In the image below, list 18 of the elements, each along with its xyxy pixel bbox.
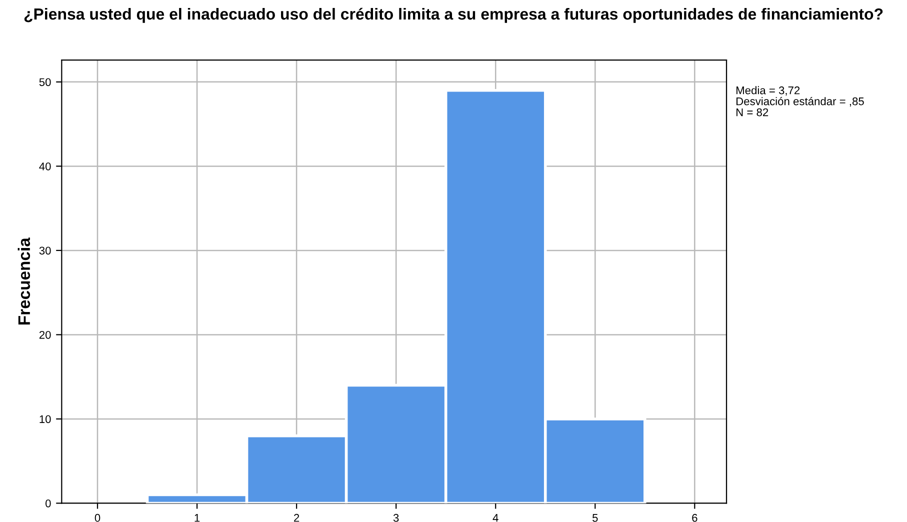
y-tick-label: 10 <box>40 415 51 424</box>
x-tick-label: 1 <box>194 514 200 522</box>
x-tick-label: 4 <box>492 514 498 522</box>
y-tick-label: 30 <box>39 246 51 255</box>
y-tick-label: 20 <box>39 330 51 339</box>
x-tick-label: 2 <box>294 514 300 522</box>
x-tick-label: 3 <box>393 514 399 522</box>
x-tick-label: 6 <box>692 514 698 522</box>
text: Media = 3,72 <box>736 86 800 96</box>
x-tick-label: 0 <box>94 514 100 522</box>
x-tick-label: 5 <box>592 514 598 522</box>
text: N = 82 <box>736 108 768 116</box>
y-tick-label: 50 <box>39 78 51 86</box>
text: Desviación estándar = ,85 <box>736 96 864 107</box>
chart-title: ¿Piensa usted que el inadecuado uso del crédito limita a su empresa a futuras oportunidades de financiamiento? <box>24 8 883 23</box>
y-tick-label: 0 <box>46 499 51 508</box>
y-axis-title: Frecuencia <box>18 238 30 325</box>
y-tick-label: 40 <box>39 162 51 170</box>
